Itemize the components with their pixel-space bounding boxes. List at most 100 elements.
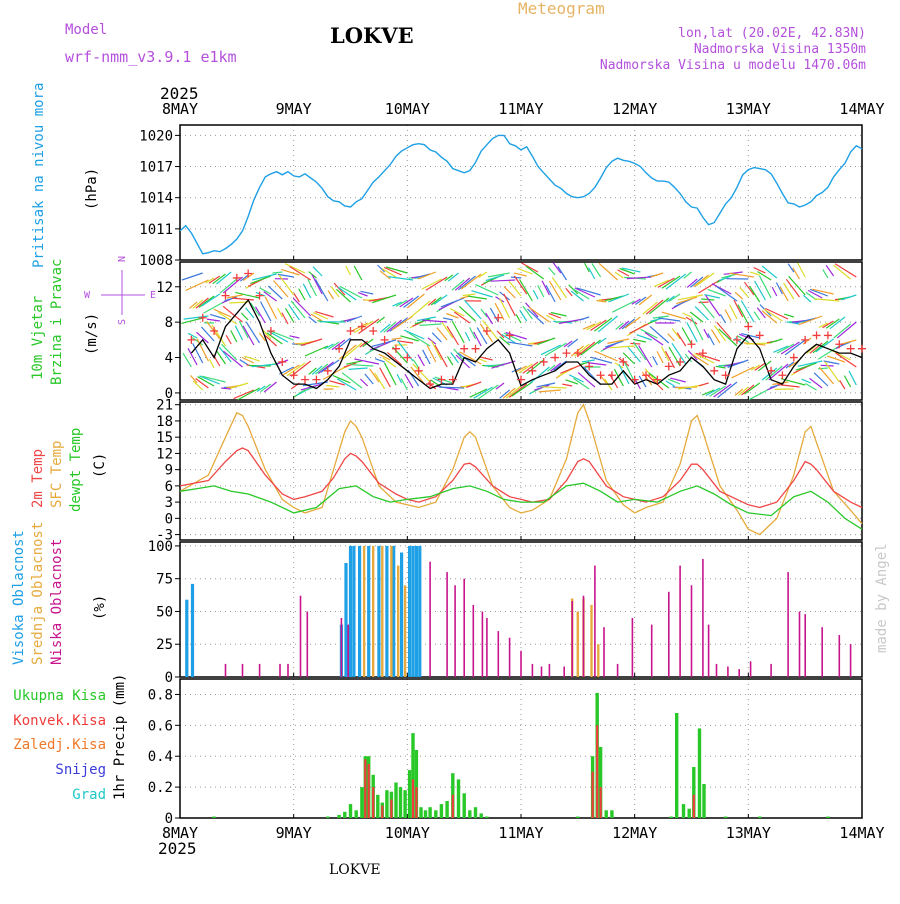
temp-ytick-label: 0 xyxy=(165,511,173,527)
wind-arrow xyxy=(708,334,714,345)
wind-arrow xyxy=(580,317,590,320)
day-label-bottom: 8MAY xyxy=(162,824,198,842)
precip-ytick-label: 0.6 xyxy=(148,718,173,734)
precip-bar xyxy=(600,787,602,818)
temp-label-b: SFC Temp xyxy=(49,441,65,508)
cloud-bar xyxy=(381,546,383,677)
wind-arrow xyxy=(719,329,737,346)
precip-bar xyxy=(682,804,685,818)
cloud-bar xyxy=(411,546,414,677)
cloud-ytick-label: 100 xyxy=(148,539,173,555)
temp-ytick-label: 18 xyxy=(156,414,173,430)
cloud-bar xyxy=(498,631,500,677)
compass-e: E xyxy=(150,290,156,301)
wind-arrow xyxy=(740,287,749,297)
wind-arrow xyxy=(841,295,856,300)
precip-bar xyxy=(376,795,379,818)
wind-arrow xyxy=(401,379,407,391)
wind-arrow xyxy=(183,353,191,367)
precip-bar xyxy=(428,807,431,818)
wind-arrow xyxy=(375,359,384,362)
cloud-label-a: Visoka Oblacnost xyxy=(11,530,27,665)
wind-arrow xyxy=(699,302,709,303)
wind-gust-marker xyxy=(722,371,730,379)
wind-arrow xyxy=(372,295,396,303)
wind-ytick-label: 4 xyxy=(165,351,173,367)
precip-bar xyxy=(399,787,402,818)
wind-arrow xyxy=(437,328,447,340)
wind-arrow xyxy=(231,331,237,343)
temp-label-a: 2m Temp xyxy=(30,449,46,508)
wind-gust-marker xyxy=(562,349,570,357)
wind-arrow xyxy=(337,379,356,390)
precip-label-b: Konvek.Kisa xyxy=(13,713,106,729)
altitude-text: Nadmorska Visina 1350m xyxy=(694,42,866,57)
wind-arrow xyxy=(282,313,288,324)
wind-arrow xyxy=(299,289,305,300)
footer-station: LOKVE xyxy=(329,862,381,878)
wind-arrow xyxy=(651,273,663,277)
wind-arrow xyxy=(541,345,561,355)
wind-arrow xyxy=(610,346,635,348)
wind-arrow xyxy=(844,376,850,387)
wind-arrow xyxy=(463,294,476,296)
cloud-ytick-label: 50 xyxy=(156,604,173,620)
wind-arrow xyxy=(468,296,487,299)
wind-arrow xyxy=(585,263,590,272)
wind-arrow xyxy=(246,322,259,343)
cloud-bar xyxy=(454,585,456,677)
cloud-label-b: Srednja Oblacnost xyxy=(30,522,46,665)
wind-arrow xyxy=(303,284,310,298)
wind-arrow xyxy=(825,362,840,382)
precip-bar xyxy=(826,817,829,819)
pressure-ytick-label: 1014 xyxy=(139,191,173,207)
precip-bar xyxy=(412,779,414,818)
wind-arrow xyxy=(658,318,680,321)
day-label-top: 14MAY xyxy=(839,100,884,118)
temp-ytick-label: 6 xyxy=(165,479,173,495)
wind-arrow xyxy=(669,347,680,366)
wind-arrow xyxy=(243,326,254,345)
precip-bar xyxy=(343,812,346,818)
wind-arrow xyxy=(826,265,833,276)
wind-gust-marker xyxy=(460,345,468,353)
wind-arrow xyxy=(423,350,431,364)
wind-arrow xyxy=(633,339,646,342)
wind-arrow xyxy=(672,343,686,364)
wind-arrow xyxy=(520,310,527,321)
wind-arrow xyxy=(834,324,851,338)
wind-arrow xyxy=(830,317,845,329)
precip-bar xyxy=(349,804,352,818)
coords-text: lon,lat (20.02E, 42.83N) xyxy=(678,26,866,41)
wind-arrow xyxy=(553,263,561,274)
wind-arrow xyxy=(234,390,254,399)
precip-bar xyxy=(355,810,358,818)
cloud-bar xyxy=(617,664,619,677)
wind-arrow xyxy=(554,361,567,370)
cloud-bar xyxy=(363,546,365,677)
wind-arrow xyxy=(772,287,777,296)
precip-bar xyxy=(385,790,388,818)
wind-arrow xyxy=(422,279,442,289)
precip-bar xyxy=(424,810,427,818)
wind-arrow xyxy=(657,351,663,363)
wind-arrow xyxy=(315,279,327,301)
wind-gust-marker xyxy=(756,331,764,339)
wind-arrow xyxy=(360,379,367,386)
wind-gust-marker xyxy=(608,371,616,379)
precip-bar xyxy=(452,795,454,818)
wind-arrow xyxy=(490,308,498,322)
wind-arrow xyxy=(742,385,755,395)
wind-arrow xyxy=(305,346,328,356)
precip-bar xyxy=(675,713,678,818)
precip-bar xyxy=(337,815,340,818)
wind-gust-marker xyxy=(824,331,832,339)
wind-arrow xyxy=(207,321,220,339)
wind-arrow xyxy=(506,386,521,398)
wind-arrow xyxy=(256,307,266,323)
model-label: Model xyxy=(65,22,107,38)
precip-label-e: Grad xyxy=(72,787,106,803)
pressure-ytick-label: 1008 xyxy=(139,253,173,269)
wind-arrow xyxy=(235,326,242,340)
